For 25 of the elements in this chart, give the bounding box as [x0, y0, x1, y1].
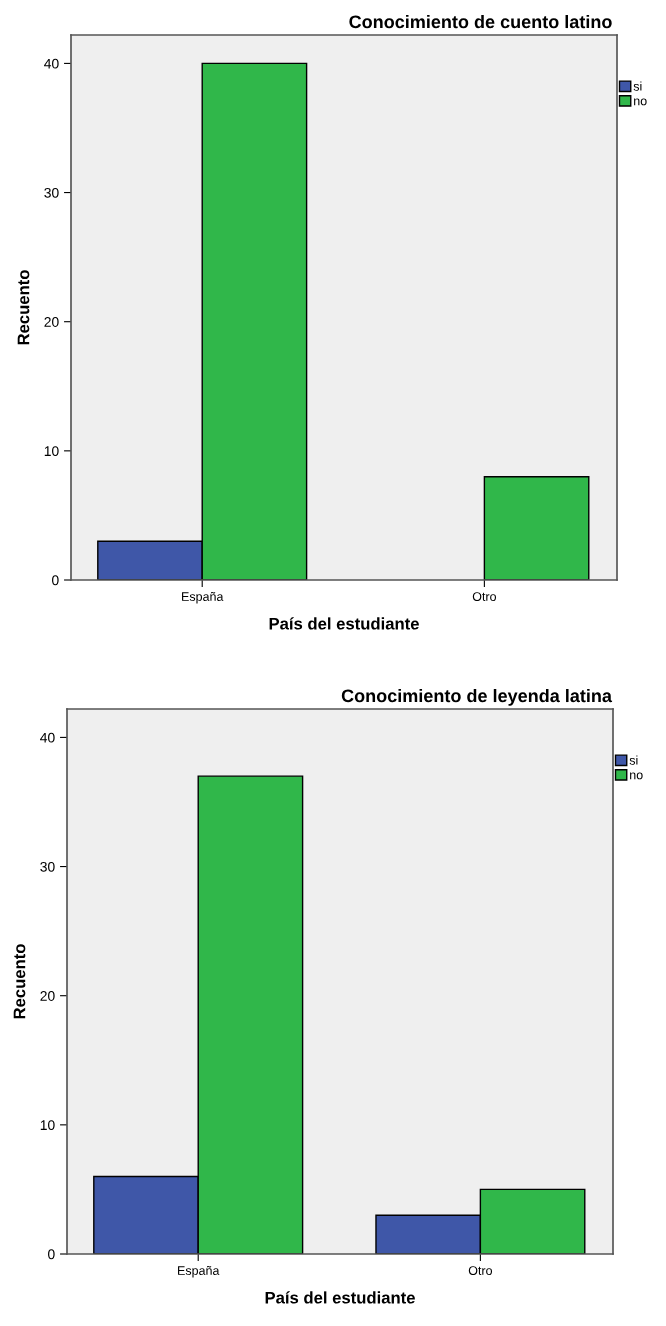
legend-label: no	[630, 772, 643, 780]
y-tick-label: 0	[48, 1249, 55, 1260]
bar	[483, 475, 590, 580]
legend-label: si	[629, 755, 638, 765]
x-tick-label: Otro	[468, 1266, 493, 1275]
legend-label: no	[634, 98, 647, 106]
x-tick-label: España	[182, 591, 224, 604]
x-axis-title: País del estudiante	[269, 617, 419, 630]
y-tick-label: 10	[40, 1120, 55, 1131]
y-tick-label: 30	[44, 187, 59, 198]
legend-label: si	[633, 81, 642, 91]
x-axis-title: País del estudiante	[265, 1291, 415, 1304]
y-tick-label: 30	[40, 861, 55, 872]
y-tick-label: 10	[44, 446, 59, 457]
y-tick-label: 40	[40, 732, 55, 743]
y-tick-label: 20	[40, 991, 55, 1001]
chart-title: Conocimiento de cuento latino	[349, 14, 612, 29]
y-tick-label: 0	[52, 575, 59, 586]
x-tick-label: España	[178, 1265, 220, 1278]
y-tick-label: 20	[44, 317, 59, 327]
y-axis-title: Recuento	[17, 270, 30, 345]
y-axis-title: Recuento	[13, 944, 26, 1019]
x-tick-label: Otro	[472, 592, 497, 601]
chart-title: Conocimiento de leyenda latina	[341, 688, 613, 706]
y-tick-label: 40	[44, 58, 59, 69]
